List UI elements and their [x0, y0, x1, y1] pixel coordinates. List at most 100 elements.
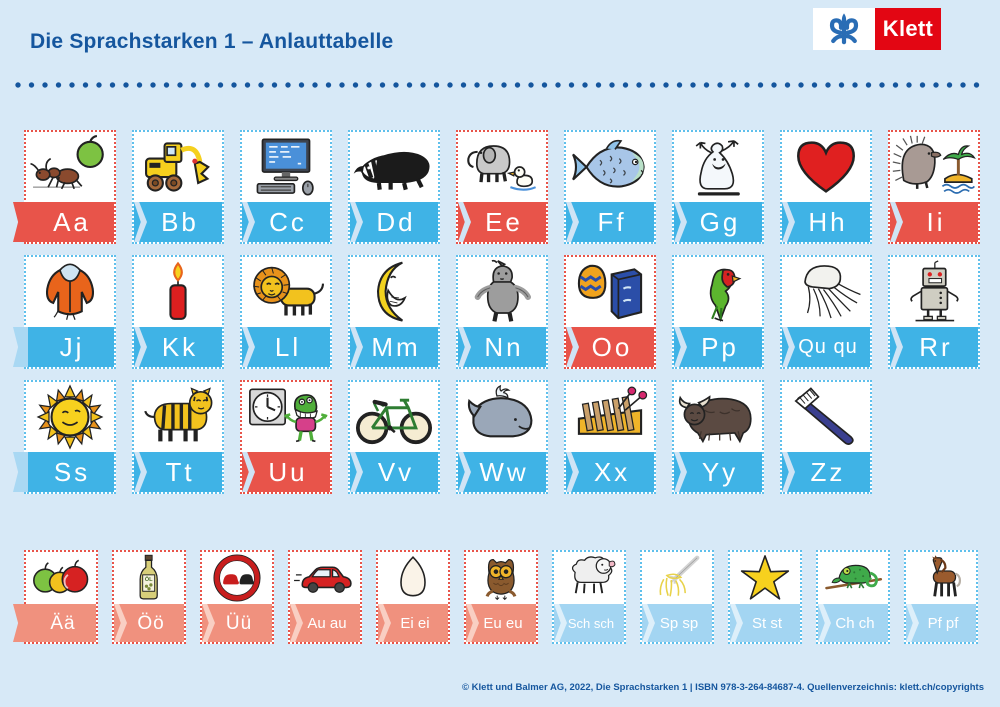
letter-label: Au au — [307, 614, 347, 632]
cell-vv: Vv — [348, 380, 440, 494]
chevron-icon — [674, 202, 687, 242]
letter-label: Zz — [810, 457, 846, 487]
page-title: Die Sprachstarken 1 – Anlauttabelle — [30, 30, 394, 53]
letter-band: Vv — [350, 452, 438, 492]
apples-icon — [26, 552, 96, 604]
lion-icon — [242, 257, 330, 327]
easter-egg-binder-icon — [566, 257, 654, 327]
chevron-icon — [202, 604, 215, 642]
cell-pfpf: Pf pf — [904, 550, 978, 644]
toothbrush-icon — [782, 382, 870, 452]
whale-icon — [458, 382, 546, 452]
letter-band: Tt — [134, 452, 222, 492]
cell-ää: Ää — [24, 550, 98, 644]
letter-label: Kk — [161, 332, 199, 362]
chevron-icon — [818, 604, 831, 642]
letter-band: Üü — [202, 604, 272, 642]
chevron-icon — [350, 327, 363, 367]
letter-band: Mm — [350, 327, 438, 367]
egg-icon — [378, 552, 448, 604]
cell-bb: Bb — [132, 130, 224, 244]
cell-pp: Pp — [672, 255, 764, 369]
letter-label: Pf pf — [927, 614, 959, 632]
chevron-icon — [378, 604, 391, 642]
cell-kk: Kk — [132, 255, 224, 369]
cell-ii: Ii — [888, 130, 980, 244]
chevron-icon — [642, 604, 655, 642]
cell-chch: Ch ch — [816, 550, 890, 644]
yak-icon — [674, 382, 762, 452]
letter-label: Oo — [591, 332, 633, 362]
letter-band: Öö — [114, 604, 184, 642]
letter-band: Ww — [458, 452, 546, 492]
chevron-icon — [458, 452, 471, 492]
cell-zz: Zz — [780, 380, 872, 494]
cell-jj: Jj — [24, 255, 116, 369]
chevron-icon — [134, 452, 147, 492]
letter-band: Ff — [566, 202, 654, 242]
cell-dd: Dd — [348, 130, 440, 244]
chameleon-icon — [818, 552, 888, 604]
letter-band: Eu eu — [466, 604, 536, 642]
bicycle-icon — [350, 382, 438, 452]
letter-label: Ei ei — [400, 614, 430, 632]
letter-label: Aa — [53, 207, 91, 237]
ghost-icon — [674, 132, 762, 202]
cell-mm: Mm — [348, 255, 440, 369]
letter-band: St st — [730, 604, 800, 642]
hedgehog-island-icon — [890, 132, 978, 202]
chevron-icon — [350, 202, 363, 242]
letter-band: Xx — [566, 452, 654, 492]
letter-label: Vv — [377, 457, 415, 487]
clock-monster-icon — [242, 382, 330, 452]
letter-label: Nn — [484, 332, 524, 362]
no-overtaking-sign-icon — [202, 552, 272, 604]
chevron-icon — [782, 327, 795, 367]
letter-band: Rr — [890, 327, 978, 367]
car-icon — [290, 552, 360, 604]
letter-band: Ee — [458, 202, 546, 242]
letter-band: Hh — [782, 202, 870, 242]
xylophone-icon — [566, 382, 654, 452]
letter-band: Ii — [890, 202, 978, 242]
chevron-icon — [114, 604, 127, 642]
letter-row-3: Ss Tt Uu Vv Ww Xx Yy Zz — [24, 380, 872, 494]
letter-band: Ei ei — [378, 604, 448, 642]
letter-band: Dd — [350, 202, 438, 242]
chevron-icon — [906, 604, 919, 642]
tiger-icon — [134, 382, 222, 452]
letter-band: Ll — [242, 327, 330, 367]
copyright-footer: © Klett und Balmer AG, 2022, Die Sprachs… — [462, 682, 984, 693]
letter-label: Pp — [701, 332, 739, 362]
letter-label: Mm — [371, 332, 421, 362]
computer-icon — [242, 132, 330, 202]
badger-icon — [350, 132, 438, 202]
letter-band: Cc — [242, 202, 330, 242]
letter-label: Bb — [161, 207, 199, 237]
letter-band: Pf pf — [906, 604, 976, 642]
letter-label: Jj — [59, 332, 85, 362]
letter-band: Uu — [242, 452, 330, 492]
letter-band: Sp sp — [642, 604, 712, 642]
letter-row-1: Aa Bb Cc Dd Ee Ff Gg Hh Ii — [24, 130, 980, 244]
letter-band: Kk — [134, 327, 222, 367]
klett-brand-text: Klett — [882, 16, 934, 41]
dotted-divider — [14, 81, 986, 89]
chevron-icon — [730, 604, 743, 642]
cell-ququ: Qu qu — [780, 255, 872, 369]
cell-yy: Yy — [672, 380, 764, 494]
star-icon — [730, 552, 800, 604]
letter-band: Ää — [26, 604, 96, 642]
letter-band: Yy — [674, 452, 762, 492]
letter-label: Xx — [593, 457, 631, 487]
elephant-duck-icon — [458, 132, 546, 202]
letter-label: Cc — [269, 207, 307, 237]
chevron-icon — [782, 452, 795, 492]
klett-wordmark: Klett — [875, 8, 941, 50]
chevron-icon — [674, 327, 687, 367]
cell-aa: Aa — [24, 130, 116, 244]
letter-label: Ee — [485, 207, 523, 237]
chevron-icon — [134, 327, 147, 367]
moon-icon — [350, 257, 438, 327]
letter-label: Tt — [165, 457, 195, 487]
